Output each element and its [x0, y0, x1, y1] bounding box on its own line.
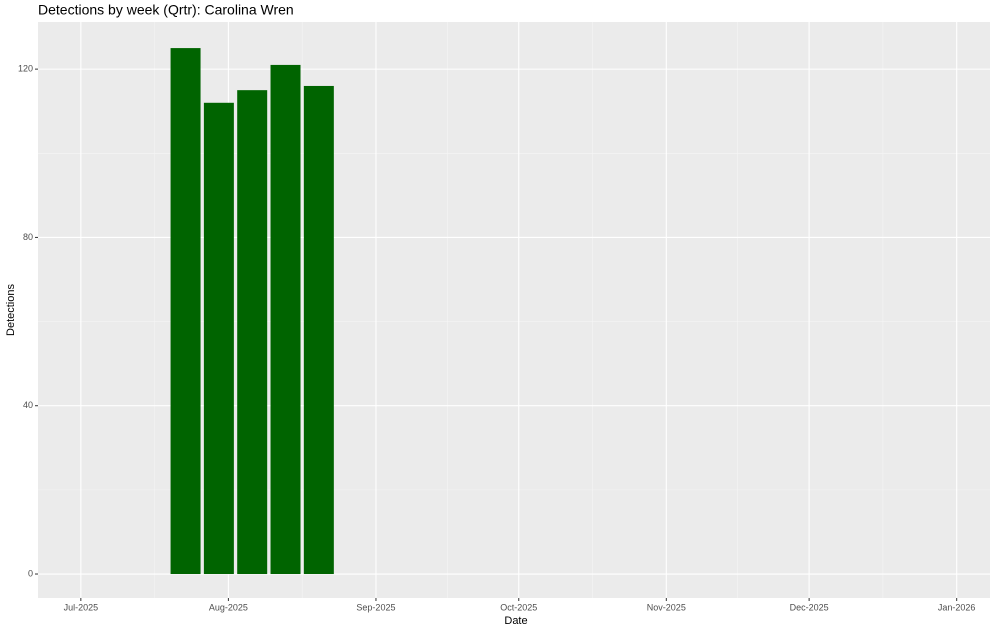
x-tick-label: Dec-2025 — [790, 602, 829, 612]
bar — [170, 48, 201, 575]
x-tick-label: Aug-2025 — [209, 602, 248, 612]
bar — [303, 85, 334, 575]
x-tick-label: Jul-2025 — [64, 602, 99, 612]
x-axis-title: Date — [504, 615, 527, 627]
chart-title: Detections by week (Qrtr): Carolina Wren — [38, 2, 294, 18]
x-tick-label: Nov-2025 — [647, 602, 686, 612]
y-axis-title: Detections — [5, 284, 17, 336]
bar — [203, 102, 234, 575]
y-tick-label: 120 — [18, 63, 33, 73]
y-tick-label: 80 — [23, 232, 33, 242]
bar — [237, 90, 268, 575]
x-tick-label: Jan-2026 — [938, 602, 976, 612]
x-tick-label: Sep-2025 — [356, 602, 395, 612]
x-tick-label: Oct-2025 — [500, 602, 537, 612]
bar — [270, 64, 301, 575]
y-tick-label: 0 — [28, 568, 33, 578]
y-tick-label: 40 — [23, 400, 33, 410]
